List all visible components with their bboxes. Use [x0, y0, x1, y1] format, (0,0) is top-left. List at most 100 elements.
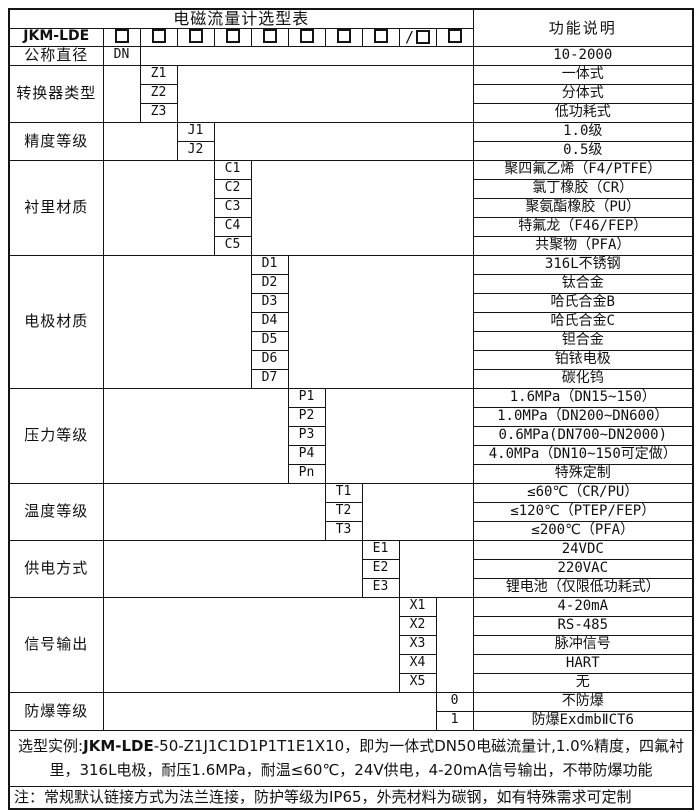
- model-checkbox-cell: [250, 27, 289, 47]
- option-row: X3 脉冲信号: [9, 634, 694, 655]
- flowmeter-selection-sheet: 电磁流量计选型表 功能说明 JKM-LDE / 公称直径 DN 10-2000 转换器类型 Z1…: [8, 8, 695, 810]
- model-checkbox-cell: [361, 27, 400, 47]
- option-description: 脉冲信号: [472, 634, 694, 655]
- option-description: 低功耗式: [472, 102, 694, 123]
- category-label: 防爆等级: [8, 691, 104, 731]
- option-row: C5 共聚物（PFA）: [9, 235, 694, 256]
- option-code: T3: [324, 520, 363, 541]
- option-code: 0: [435, 691, 474, 712]
- option-code: X1: [398, 596, 437, 617]
- option-description: RS-485: [472, 615, 694, 636]
- option-description: 0.5级: [472, 140, 694, 161]
- default-config-note: 注：常规默认链接方式为法兰连接，防护等级为IP65，外壳材料为碳钢，如有特殊需求…: [8, 785, 694, 810]
- category-label: 供电方式: [8, 539, 104, 598]
- category-label: 公称直径: [8, 45, 104, 66]
- spacer-cell: [287, 254, 474, 389]
- option-code: C2: [213, 178, 252, 199]
- model-digit-checkbox[interactable]: [114, 29, 129, 44]
- spacer-cell: [102, 159, 215, 256]
- option-code: X3: [398, 634, 437, 655]
- option-code: D5: [250, 330, 289, 351]
- spacer-cell: [102, 121, 178, 161]
- spacer-cell: [250, 159, 474, 256]
- option-code: Pn: [287, 463, 326, 484]
- option-row: 信号输出 X1 4-20mA: [8, 596, 694, 693]
- spacer-cell: [102, 596, 400, 693]
- option-row: 公称直径 DN 10-2000: [8, 45, 694, 66]
- option-code: E1: [361, 539, 400, 560]
- option-row: E2 220VAC: [9, 558, 694, 579]
- option-description: 10-2000: [472, 45, 694, 66]
- model-digit-checkbox[interactable]: [262, 29, 277, 44]
- option-row: Pn 特殊定制: [9, 463, 694, 484]
- option-description: 1.6MPa（DN15~150）: [472, 387, 694, 408]
- model-digit-checkbox[interactable]: [225, 29, 240, 44]
- model-checkbox-cell: [176, 27, 215, 47]
- option-description: 碳化钨: [472, 368, 694, 389]
- spacer-cell: [324, 387, 474, 484]
- model-checkbox-cell: [213, 27, 252, 47]
- option-code: C3: [213, 197, 252, 218]
- option-description: 共聚物（PFA）: [472, 235, 694, 256]
- model-checkbox-cell: [287, 27, 326, 47]
- option-code: D2: [250, 273, 289, 294]
- option-code: J2: [176, 140, 215, 161]
- option-description: 钽合金: [472, 330, 694, 351]
- option-code: D3: [250, 292, 289, 313]
- option-description: 0.6MPa(DN700~DN2000): [472, 425, 694, 446]
- option-code: P3: [287, 425, 326, 446]
- spacer-cell: [102, 64, 141, 123]
- option-code: Z2: [139, 83, 178, 104]
- option-row: X5 无: [9, 672, 694, 693]
- option-row: T2 ≤120℃（PTEP/FEP）: [9, 501, 694, 522]
- spacer-cell: [139, 45, 474, 66]
- option-row: D5 钽合金: [9, 330, 694, 351]
- option-row: 供电方式 E1 24VDC: [8, 539, 694, 598]
- category-label: 温度等级: [8, 482, 104, 541]
- example-prefix: 选型实例:: [18, 737, 84, 756]
- model-digit-checkbox[interactable]: [299, 29, 314, 44]
- option-description: 聚氨酯橡胶（PU）: [472, 197, 694, 218]
- option-code: X4: [398, 653, 437, 674]
- model-digit-checkbox[interactable]: [373, 29, 388, 44]
- spacer-cell: [213, 121, 474, 161]
- option-row: D3 哈氏合金B: [9, 292, 694, 313]
- option-code: DN: [102, 45, 141, 66]
- option-description: ≤120℃（PTEP/FEP）: [472, 501, 694, 522]
- option-row: 衬里材质 C1 聚四氟乙烯（F4/PTFE）: [8, 159, 694, 256]
- option-code: D6: [250, 349, 289, 370]
- table-title: 电磁流量计选型表: [8, 8, 474, 29]
- model-digit-checkbox[interactable]: [447, 29, 462, 44]
- option-description: 24VDC: [472, 539, 694, 560]
- option-description: 哈氏合金C: [472, 311, 694, 332]
- model-digit-checkbox[interactable]: [188, 29, 203, 44]
- option-code: E3: [361, 577, 400, 598]
- spacer-cell: [102, 482, 326, 541]
- option-description: 锂电池（仅限低功耗式）: [472, 577, 694, 598]
- option-description: 铂铱电极: [472, 349, 694, 370]
- option-code: J1: [176, 121, 215, 142]
- option-description: 防爆ExdmbⅡCT6: [472, 710, 694, 731]
- option-description: 一体式: [472, 64, 694, 85]
- option-description: 4.0MPa（DN10~150可定做）: [472, 444, 694, 465]
- spacer-cell: [435, 596, 474, 693]
- option-description: 4-20mA: [472, 596, 694, 617]
- option-description: 1.0MPa（DN200~DN600）: [472, 406, 694, 427]
- model-digit-checkbox[interactable]: [416, 30, 431, 45]
- category-label: 压力等级: [8, 387, 104, 484]
- option-row: T3 ≤200℃（PFA）: [9, 520, 694, 541]
- option-code: T1: [324, 482, 363, 503]
- option-code: C1: [213, 159, 252, 180]
- option-code: P4: [287, 444, 326, 465]
- option-description: 不防爆: [472, 691, 694, 712]
- option-code: T2: [324, 501, 363, 522]
- option-description: ≤200℃（PFA）: [472, 520, 694, 541]
- spacer-cell: [176, 64, 474, 123]
- model-digit-checkbox[interactable]: [151, 29, 166, 44]
- category-label: 电极材质: [8, 254, 104, 389]
- option-row: D4 哈氏合金C: [9, 311, 694, 332]
- option-code: E2: [361, 558, 400, 579]
- model-digit-checkbox[interactable]: [336, 29, 351, 44]
- option-code: D4: [250, 311, 289, 332]
- option-row: D2 钛合金: [9, 273, 694, 294]
